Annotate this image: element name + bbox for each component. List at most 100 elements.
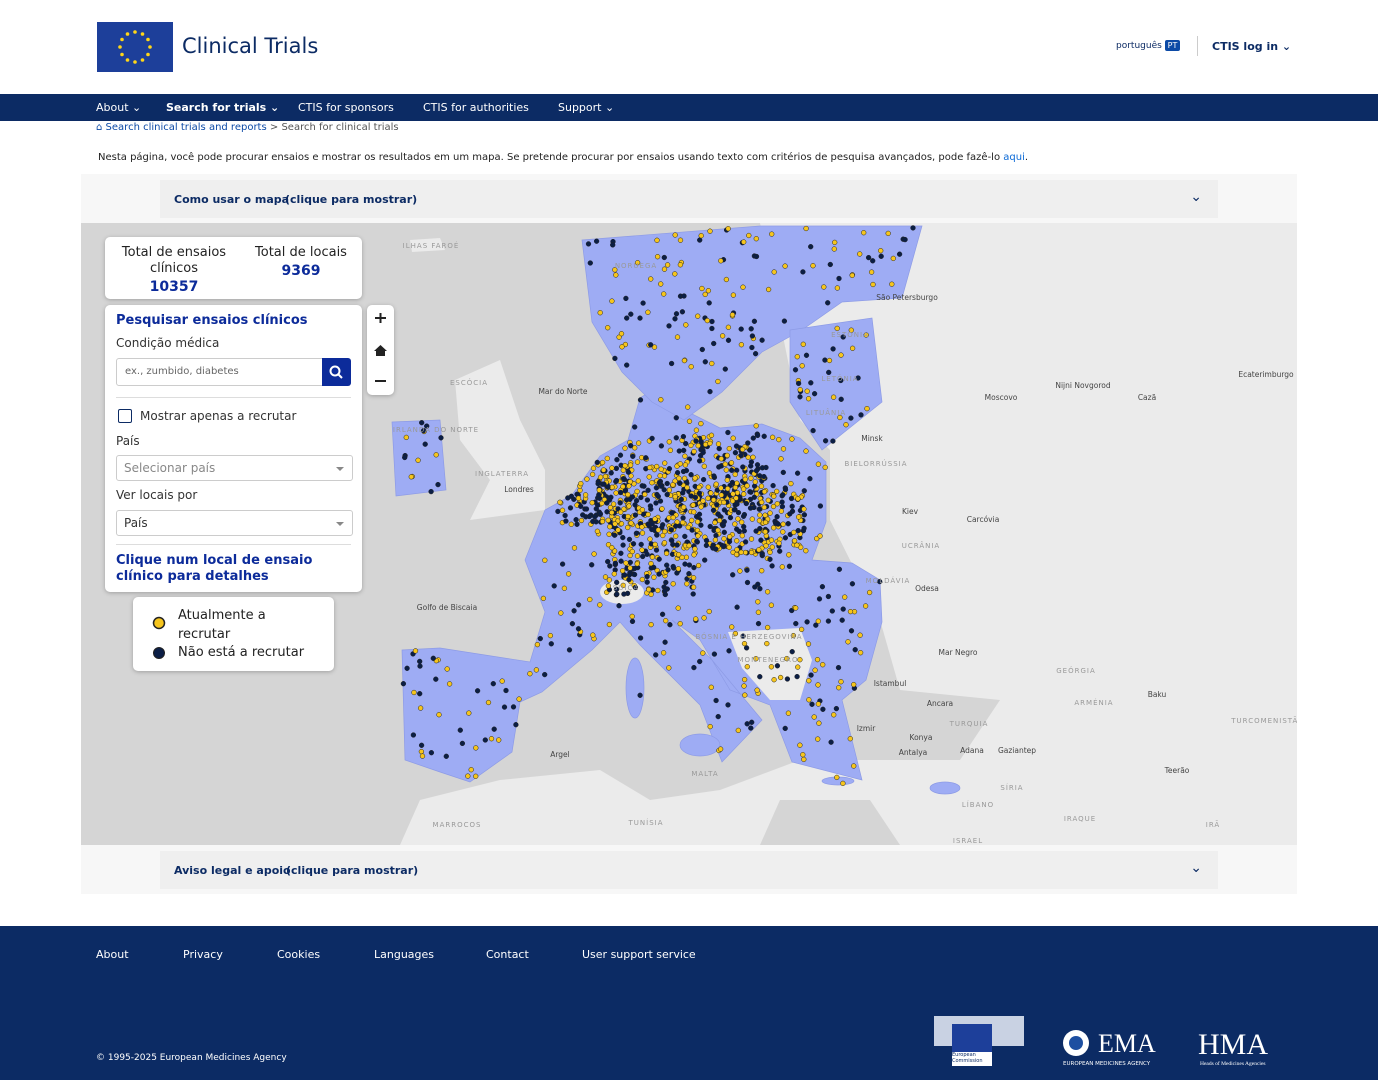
site-not-recruiting[interactable] (610, 242, 616, 248)
site-not-recruiting[interactable] (738, 452, 744, 459)
site-recruiting[interactable] (654, 254, 661, 260)
site-not-recruiting[interactable] (747, 489, 753, 495)
site-recruiting[interactable] (675, 605, 681, 611)
site-not-recruiting[interactable] (622, 572, 628, 578)
site-recruiting[interactable] (817, 533, 823, 539)
site-recruiting[interactable] (660, 532, 666, 539)
site-not-recruiting[interactable] (711, 651, 718, 657)
site-not-recruiting[interactable] (627, 496, 633, 502)
site-recruiting[interactable] (670, 482, 676, 488)
site-recruiting[interactable] (609, 545, 615, 551)
site-recruiting[interactable] (812, 667, 818, 673)
site-recruiting[interactable] (667, 447, 674, 453)
site-recruiting[interactable] (798, 626, 805, 633)
site-recruiting[interactable] (597, 310, 603, 316)
site-recruiting[interactable] (863, 332, 869, 338)
site-recruiting[interactable] (797, 657, 803, 663)
site-recruiting[interactable] (726, 544, 732, 550)
site-recruiting[interactable] (847, 736, 853, 742)
site-recruiting[interactable] (778, 456, 784, 462)
site-not-recruiting[interactable] (782, 535, 789, 541)
site-recruiting[interactable] (771, 269, 777, 275)
site-recruiting[interactable] (774, 501, 780, 507)
site-recruiting[interactable] (704, 317, 710, 324)
site-recruiting[interactable] (693, 616, 699, 622)
site-recruiting[interactable] (838, 679, 844, 685)
site-not-recruiting[interactable] (752, 351, 759, 357)
site-recruiting[interactable] (609, 509, 615, 516)
site-recruiting[interactable] (590, 465, 597, 471)
site-recruiting[interactable] (718, 258, 724, 264)
site-recruiting[interactable] (621, 506, 627, 512)
site-not-recruiting[interactable] (731, 507, 737, 513)
site-not-recruiting[interactable] (616, 603, 622, 609)
site-recruiting[interactable] (806, 697, 812, 703)
site-not-recruiting[interactable] (702, 359, 708, 365)
site-recruiting[interactable] (693, 427, 700, 433)
site-recruiting[interactable] (834, 774, 840, 781)
site-not-recruiting[interactable] (404, 665, 410, 671)
site-not-recruiting[interactable] (780, 469, 786, 476)
site-recruiting[interactable] (741, 239, 747, 245)
site-not-recruiting[interactable] (627, 559, 633, 566)
site-not-recruiting[interactable] (698, 522, 704, 528)
site-recruiting[interactable] (742, 692, 748, 698)
site-not-recruiting[interactable] (587, 260, 593, 266)
site-not-recruiting[interactable] (804, 619, 810, 625)
site-recruiting[interactable] (672, 232, 678, 238)
site-recruiting[interactable] (744, 664, 750, 670)
site-not-recruiting[interactable] (820, 706, 826, 712)
site-not-recruiting[interactable] (696, 490, 703, 496)
site-not-recruiting[interactable] (674, 470, 681, 476)
condition-placeholder[interactable]: ex., zumbido, diabetes (125, 366, 239, 377)
site-recruiting[interactable] (776, 540, 782, 546)
site-not-recruiting[interactable] (665, 567, 671, 573)
site-not-recruiting[interactable] (801, 525, 807, 531)
site-recruiting[interactable] (682, 462, 689, 468)
site-recruiting[interactable] (742, 476, 748, 482)
site-not-recruiting[interactable] (632, 512, 639, 518)
site-recruiting[interactable] (756, 518, 763, 524)
site-recruiting[interactable] (764, 589, 771, 595)
site-recruiting[interactable] (682, 453, 688, 459)
site-recruiting[interactable] (635, 440, 642, 446)
site-recruiting[interactable] (771, 677, 777, 683)
chevron[interactable]: ⌄ (1190, 860, 1202, 876)
site-not-recruiting[interactable] (443, 753, 449, 759)
site-not-recruiting[interactable] (573, 517, 579, 523)
site-recruiting[interactable] (677, 621, 683, 627)
site-recruiting[interactable] (746, 232, 752, 239)
site-recruiting[interactable] (690, 584, 697, 590)
site-not-recruiting[interactable] (734, 526, 740, 532)
site-not-recruiting[interactable] (743, 645, 750, 651)
site-recruiting[interactable] (698, 233, 704, 239)
site-not-recruiting[interactable] (792, 367, 799, 373)
site-recruiting[interactable] (597, 474, 604, 480)
site-recruiting[interactable] (770, 525, 777, 531)
site-not-recruiting[interactable] (720, 522, 726, 528)
site-not-recruiting[interactable] (713, 697, 719, 704)
site-recruiting[interactable] (681, 357, 688, 364)
site-not-recruiting[interactable] (632, 502, 638, 508)
site-not-recruiting[interactable] (729, 479, 736, 486)
site-not-recruiting[interactable] (631, 571, 638, 578)
site-recruiting[interactable] (559, 507, 566, 513)
site-recruiting[interactable] (741, 491, 747, 497)
site-not-recruiting[interactable] (747, 447, 753, 453)
site-recruiting[interactable] (768, 602, 775, 608)
site-recruiting[interactable] (719, 333, 726, 339)
site-recruiting[interactable] (712, 519, 718, 526)
site-recruiting[interactable] (605, 542, 612, 548)
site-recruiting[interactable] (681, 475, 688, 481)
site-not-recruiting[interactable] (759, 551, 765, 557)
site-recruiting[interactable] (674, 334, 681, 340)
site-recruiting[interactable] (619, 568, 626, 574)
site-recruiting[interactable] (706, 470, 713, 476)
site-recruiting[interactable] (571, 545, 578, 551)
nav-item[interactable]: Support ⌄ (558, 101, 615, 114)
site-not-recruiting[interactable] (789, 503, 795, 509)
site-not-recruiting[interactable] (680, 468, 687, 475)
checkbox[interactable] (118, 409, 132, 423)
site-recruiting[interactable] (620, 483, 626, 490)
login-text[interactable]: CTIS log in (1212, 40, 1279, 53)
